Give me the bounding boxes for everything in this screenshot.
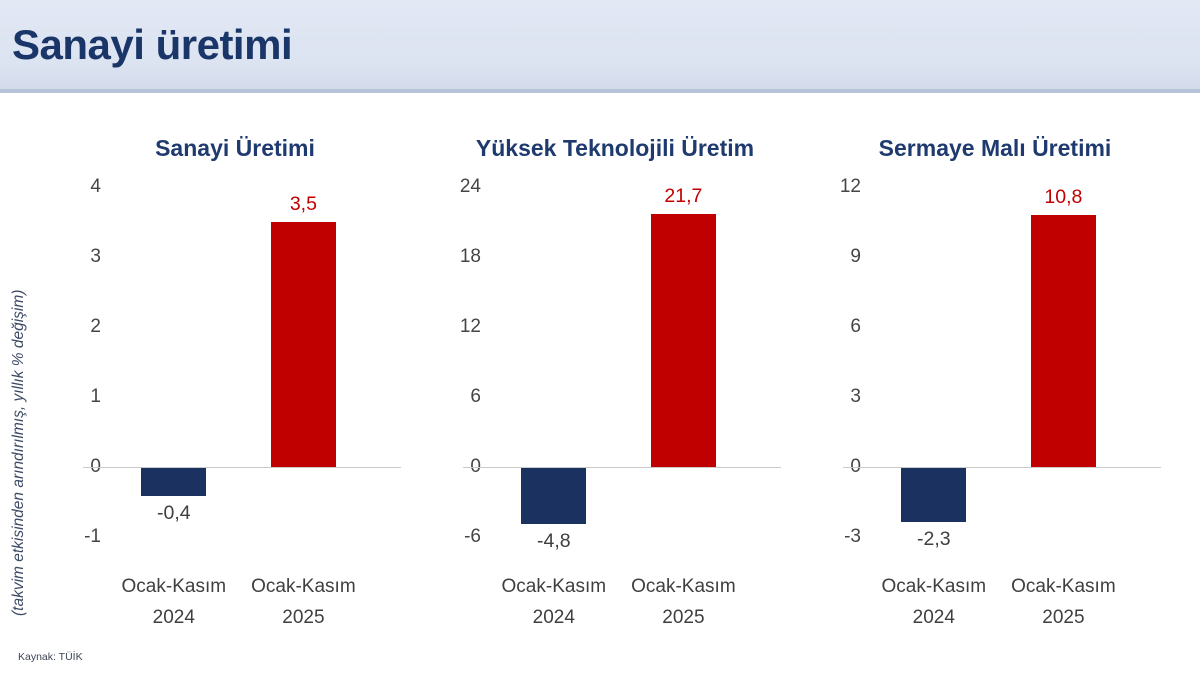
y-tick: 6	[850, 316, 861, 337]
x-category-label: Ocak-Kasım 2025	[251, 576, 356, 628]
y-tick: 12	[459, 316, 481, 337]
value-label: 21,7	[664, 184, 703, 207]
chart-title: Sanayi Üretimi	[155, 135, 315, 161]
y-tick: 4	[90, 176, 101, 197]
x-axis-labels: Ocak-Kasım 2024 Ocak-Kasım 2025	[55, 571, 415, 637]
page-header: Sanayi üretimi	[0, 0, 1200, 93]
x-category-label: Ocak-Kasım 2024	[121, 576, 227, 628]
y-tick: 1	[90, 386, 101, 407]
y-tick: 0	[435, 456, 481, 478]
x-category-label: Ocak-Kasım 2025	[631, 576, 736, 628]
y-tick: -6	[464, 526, 481, 547]
y-tick: 3	[90, 246, 101, 267]
y-tick: 9	[850, 246, 861, 267]
y-tick: 2	[90, 316, 101, 337]
y-tick: 18	[459, 246, 481, 267]
value-label: -2,3	[916, 527, 951, 550]
value-label: 3,5	[289, 193, 317, 215]
y-tick: -1	[84, 526, 101, 547]
x-category-label: Ocak-Kasım 2024	[501, 576, 607, 628]
y-tick: 24	[459, 176, 481, 197]
bar-positive	[1030, 215, 1096, 467]
zero-gridline	[83, 467, 401, 468]
y-tick: 0	[55, 456, 101, 478]
source-note: Kaynak: TÜİK	[18, 651, 83, 663]
charts-row: Sanayi Üretimi 4 3 2 1 0 -1 -0,4 3,5 Ocak-Kasım 2…	[0, 133, 1200, 637]
y-tick: -3	[844, 526, 861, 547]
plot-area: 12 9 6 3 0 -3 -2,3 10,8	[815, 176, 1175, 550]
bar-positive	[270, 222, 336, 467]
plot-area: 4 3 2 1 0 -1 -0,4 3,5	[55, 176, 415, 547]
value-label: -4,8	[536, 530, 571, 552]
x-axis-labels: Ocak-Kasım 2024 Ocak-Kasım 2025	[815, 571, 1175, 637]
charts-area: (takvim etkisinden arındırılmış, yıllık …	[0, 93, 1200, 637]
y-axis-label: (takvim etkisinden arındırılmış, yıllık …	[10, 289, 27, 617]
plot-area: 24 18 12 6 0 -6 -4,8 21,7	[435, 176, 795, 552]
y-tick: 6	[470, 386, 481, 407]
y-tick: 3	[850, 386, 861, 407]
bar-negative	[901, 468, 967, 522]
page-title: Sanayi üretimi	[12, 20, 293, 68]
chart-3: Sermaye Malı Üretimi 12 9 6 3 0 -3 -2,3 10,8 Ocak…	[815, 133, 1175, 637]
zero-gridline	[463, 467, 781, 468]
chart-title: Yüksek Teknolojili Üretim	[475, 135, 755, 161]
y-tick: 0	[815, 456, 861, 478]
x-category-label: Ocak-Kasım 2024	[881, 576, 987, 628]
value-label: 10,8	[1044, 186, 1083, 208]
value-label: -0,4	[156, 502, 191, 524]
chart-1: Sanayi Üretimi 4 3 2 1 0 -1 -0,4 3,5 Ocak-Kasım 2…	[55, 133, 415, 637]
x-category-label: Ocak-Kasım 2025	[1011, 576, 1116, 628]
bar-positive	[650, 213, 716, 467]
bar-negative	[141, 468, 207, 496]
x-axis-labels: Ocak-Kasım 2024 Ocak-Kasım 2025	[435, 571, 795, 637]
chart-2: Yüksek Teknolojili Üretim24181260-6-4,82…	[435, 133, 795, 637]
slide-footer: Kaynak: TÜİK	[18, 651, 83, 663]
y-tick: 12	[839, 176, 861, 197]
bar-negative	[521, 468, 587, 524]
chart-title: Sermaye Malı Üretimi	[878, 135, 1112, 161]
zero-gridline	[843, 467, 1161, 468]
